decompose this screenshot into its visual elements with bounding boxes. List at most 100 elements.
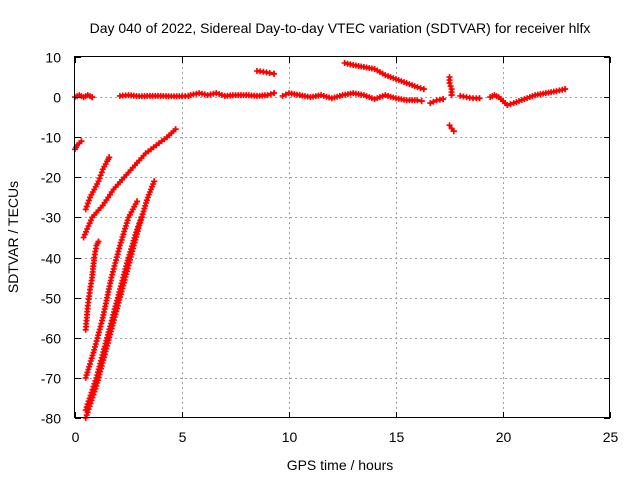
series-arc-8 (82, 214, 145, 413)
data-point (85, 398, 92, 405)
data-point (151, 178, 158, 185)
series-arc-6 (82, 198, 141, 381)
data-point (213, 90, 220, 97)
data-series (72, 60, 569, 421)
y-tick-label: -10 (41, 130, 61, 146)
series-arc-12 (279, 90, 425, 105)
data-point (138, 214, 145, 221)
data-point (446, 80, 453, 87)
data-point (447, 83, 454, 90)
data-point (89, 94, 96, 101)
data-point (95, 238, 102, 245)
series-arc-9 (116, 92, 192, 100)
series-arc-4 (80, 126, 179, 241)
data-point (96, 175, 103, 182)
data-point (562, 86, 569, 93)
data-point (85, 197, 92, 204)
data-point (88, 389, 95, 396)
y-tick-label: -40 (41, 251, 61, 267)
series-arc-5 (82, 238, 102, 333)
data-point (446, 122, 453, 129)
data-point (218, 92, 225, 98)
data-point (136, 220, 143, 227)
y-tick-label: -80 (41, 411, 61, 427)
data-point (78, 138, 85, 145)
data-point (83, 404, 90, 411)
x-tick-label: 20 (496, 429, 512, 445)
data-point (97, 172, 104, 179)
data-point (135, 223, 142, 230)
data-point (86, 363, 93, 370)
data-point (106, 154, 113, 161)
data-point (172, 126, 179, 133)
x-tick-label: 25 (603, 429, 619, 445)
series-arc-2 (72, 92, 96, 101)
y-tick-label: -70 (41, 371, 61, 387)
data-point (504, 102, 511, 109)
data-point (279, 92, 286, 99)
data-point (82, 206, 89, 213)
series-arc-18 (487, 86, 569, 109)
data-point (84, 200, 91, 207)
chart-title: Day 040 of 2022, Sidereal Day-to-day VTE… (90, 20, 591, 36)
y-tick-label: -30 (41, 210, 61, 226)
data-point (84, 401, 91, 408)
data-point (271, 90, 277, 97)
data-point (137, 217, 144, 224)
data-point (87, 392, 94, 399)
series-arc-15 (446, 74, 455, 99)
series-arc-17 (457, 92, 483, 102)
data-point (83, 203, 90, 210)
data-point (420, 86, 427, 93)
y-tick-label: 0 (53, 90, 61, 106)
y-tick-label: -60 (41, 331, 61, 347)
data-point (476, 95, 483, 102)
series-arc-16 (446, 122, 457, 135)
series-arc-14 (427, 96, 447, 107)
data-point (134, 198, 141, 205)
data-point (124, 217, 131, 224)
series-arc-1 (72, 138, 85, 153)
data-point (89, 386, 96, 393)
y-tick-label: -20 (41, 170, 61, 186)
data-point (414, 84, 421, 91)
data-point (86, 395, 93, 402)
data-point (125, 254, 132, 261)
x-tick-label: 5 (179, 429, 187, 445)
data-point (507, 101, 514, 108)
x-tick-label: 0 (72, 429, 80, 445)
data-point (91, 380, 98, 387)
y-axis-label: SDTVAR / TECUs (5, 181, 21, 293)
data-point (92, 377, 99, 384)
x-axis-label: GPS time / hours (287, 457, 394, 473)
data-point (427, 100, 434, 107)
x-tick-label: 15 (389, 429, 405, 445)
data-point (95, 178, 102, 185)
data-point (282, 91, 289, 98)
axis-ticks: 0 5 10 15 20 25 10 0 -10 -20 -30 -40 -50 -60 -70 -80 (41, 50, 619, 446)
data-point (450, 128, 457, 135)
series-arc-13 (341, 60, 427, 93)
data-point (418, 98, 425, 105)
data-point (90, 383, 97, 390)
plot-frame (74, 56, 610, 418)
data-point (417, 85, 424, 92)
series-arc-10 (187, 90, 277, 99)
data-point (430, 98, 437, 105)
data-point (82, 407, 89, 413)
data-point (90, 349, 97, 356)
x-tick-label: 10 (282, 429, 298, 445)
data-point (134, 226, 141, 233)
grid-lines (75, 57, 610, 418)
series-arc-3 (82, 154, 113, 213)
series-arc-11 (253, 68, 277, 77)
data-point (448, 92, 455, 99)
data-point (440, 96, 447, 103)
data-point (267, 91, 274, 98)
data-point (264, 92, 271, 99)
y-tick-label: -50 (41, 291, 61, 307)
data-point (98, 169, 105, 176)
y-tick-label: 10 (45, 50, 61, 66)
data-point (271, 70, 277, 77)
